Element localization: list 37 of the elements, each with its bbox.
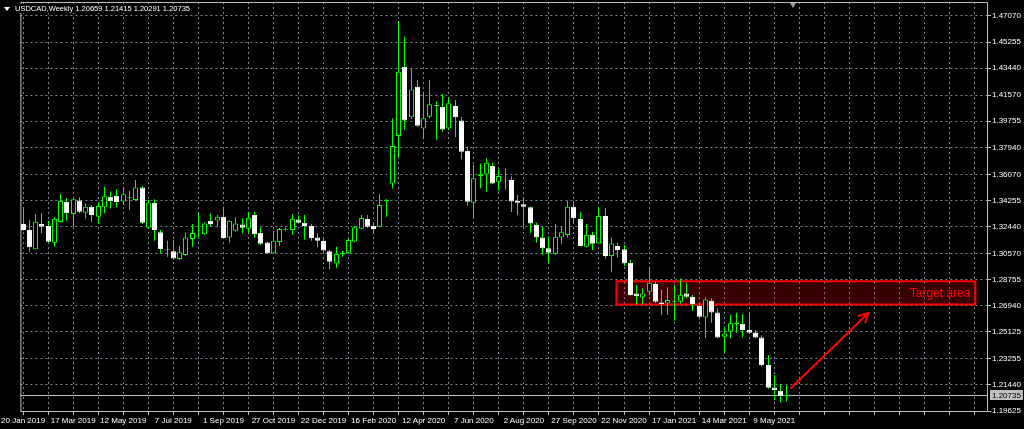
y-tick-label: 1.36070 xyxy=(992,169,1022,179)
y-tick-label: 1.26940 xyxy=(992,300,1022,310)
y-tick-label: 1.28755 xyxy=(992,274,1022,284)
y-tick-label: 1.45255 xyxy=(992,37,1022,47)
candlestick xyxy=(384,199,389,217)
x-tick-label: 17 Jan 2021 xyxy=(652,416,697,425)
y-tick-label: 1.30570 xyxy=(992,248,1022,258)
y-tick-label: 1.43440 xyxy=(992,63,1022,73)
x-tick-label: 22 Dec 2019 xyxy=(300,416,347,425)
band-label: Target area xyxy=(909,286,971,301)
x-tick-label: 27 Oct 2019 xyxy=(251,416,296,425)
y-tick-label: 1.34255 xyxy=(992,195,1022,205)
y-tick-label: 1.23255 xyxy=(992,354,1022,364)
x-tick-label: 17 Mar 2019 xyxy=(50,416,97,425)
y-tick-label: 1.47070 xyxy=(992,11,1022,21)
candlestick xyxy=(521,197,526,229)
y-tick-label: 1.19625 xyxy=(992,406,1022,416)
y-tick-label: 1.25125 xyxy=(992,327,1022,337)
y-tick-label: 1.39755 xyxy=(992,116,1022,126)
x-tick-label: 9 May 2021 xyxy=(753,416,796,425)
x-tick-label: 14 Mar 2021 xyxy=(701,416,748,425)
y-tick-label: 1.32440 xyxy=(992,221,1022,231)
y-tick-label: 1.21440 xyxy=(992,380,1022,390)
x-tick-label: 16 Feb 2020 xyxy=(351,416,397,425)
x-tick-label: 7 Jul 2019 xyxy=(154,416,193,425)
ref-line-label: 1.20735 xyxy=(992,390,1022,400)
x-tick-label: 27 Sep 2020 xyxy=(551,416,598,425)
x-tick-label: 1 Sep 2019 xyxy=(202,416,245,425)
y-tick-label: 1.37940 xyxy=(992,142,1022,152)
y-tick-label: 1.41570 xyxy=(992,90,1022,100)
x-tick-label: 22 Nov 2020 xyxy=(601,416,648,425)
x-tick-label: 7 Jun 2020 xyxy=(453,416,495,425)
candlestick xyxy=(784,385,789,402)
x-tick-label: 20 Jan 2019 xyxy=(1,416,46,425)
x-tick-label: 12 May 2019 xyxy=(100,416,147,425)
x-tick-label: 12 Apr 2020 xyxy=(402,416,446,425)
x-tick-label: 2 Aug 2020 xyxy=(503,416,545,425)
